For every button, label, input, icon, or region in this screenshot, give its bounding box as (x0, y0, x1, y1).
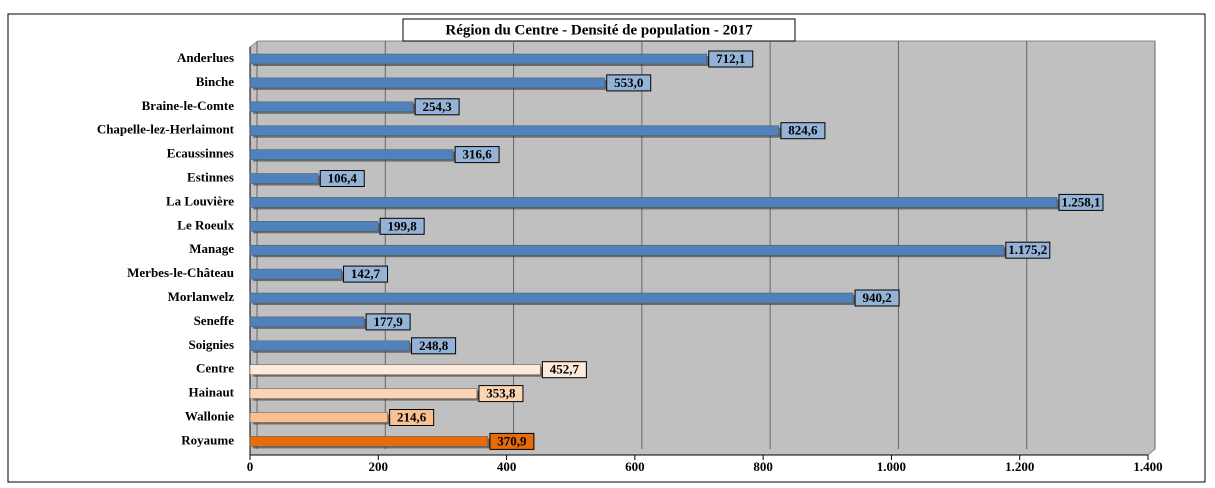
bar (249, 412, 388, 423)
value-label: 142,7 (351, 266, 381, 281)
x-tick-label: 1.200 (1005, 459, 1034, 474)
y-tick-label: Centre (196, 361, 234, 376)
value-label: 254,3 (422, 99, 452, 114)
y-tick-label: Morlanwelz (168, 289, 235, 304)
bar (249, 149, 454, 160)
value-label: 370,9 (497, 433, 527, 448)
value-label: 824,6 (788, 123, 818, 138)
y-tick-label: Chapelle-lez-Herlaimont (97, 122, 235, 137)
value-label: 353,8 (486, 386, 516, 401)
x-tick-label: 800 (753, 459, 773, 474)
bar (249, 292, 854, 304)
bar (249, 388, 478, 399)
value-label-box (478, 385, 524, 403)
value-label: 248,8 (419, 338, 449, 353)
value-label: 452,7 (550, 362, 580, 377)
bar (249, 268, 342, 280)
bar (249, 77, 605, 89)
bar (249, 340, 410, 352)
value-label: 1.175,2 (1008, 242, 1047, 257)
y-tick-label: Wallonie (185, 408, 234, 423)
value-label: 177,9 (373, 314, 403, 329)
x-tick-label: 400 (497, 459, 517, 474)
x-tick-label: 1.400 (1133, 459, 1162, 474)
chart-title: Région du Centre - Densité de population… (445, 22, 753, 38)
y-tick-label: Seneffe (194, 313, 235, 328)
y-tick-label: Ecaussinnes (167, 146, 234, 161)
y-tick-label: Binche (196, 74, 235, 89)
bar (249, 53, 708, 65)
y-tick-label: Soignies (188, 337, 234, 352)
value-label-box (454, 146, 500, 164)
value-label-box (365, 313, 411, 331)
value-label-box (854, 289, 900, 307)
value-label-box (411, 337, 457, 355)
x-tick-label: 0 (247, 459, 254, 474)
value-label-box (780, 122, 826, 140)
y-tick-label: Le Roeulx (177, 217, 234, 232)
value-label: 1.258,1 (1061, 194, 1100, 209)
value-label-box (389, 409, 435, 426)
y-tick-label: Manage (189, 241, 234, 256)
value-label: 214,6 (397, 409, 427, 424)
value-label: 940,2 (862, 290, 891, 305)
value-label: 553,0 (614, 75, 643, 90)
bar (249, 316, 365, 328)
bar (249, 101, 414, 113)
value-label-box (606, 74, 652, 92)
value-label: 712,1 (716, 51, 745, 66)
value-label-box (319, 170, 365, 187)
x-tick-label: 200 (369, 459, 389, 474)
y-tick-label: Braine-le-Comte (142, 98, 235, 113)
bar (249, 364, 541, 375)
value-label-box (708, 50, 754, 68)
title-box (402, 18, 796, 42)
value-label-box (541, 361, 587, 379)
x-tick-label: 600 (625, 459, 645, 474)
value-label: 106,4 (328, 170, 358, 185)
value-label: 316,6 (462, 147, 492, 162)
y-tick-label: Estinnes (187, 169, 234, 184)
value-label-box (414, 98, 460, 116)
bar (249, 436, 489, 447)
y-tick-label: Anderlues (177, 50, 234, 65)
bar (249, 244, 1005, 256)
y-tick-label: La Louvière (166, 193, 234, 208)
y-tick-label: Hainaut (188, 385, 234, 400)
value-label-box (343, 265, 389, 283)
value-label-box (489, 432, 535, 450)
value-label-box (379, 217, 425, 235)
bar (249, 197, 1058, 208)
y-tick-label: Royaume (181, 432, 234, 447)
y-tick-label: Merbes-le-Château (127, 265, 234, 280)
bar (249, 173, 319, 184)
bar (249, 221, 379, 232)
value-label-box (1005, 241, 1051, 259)
value-label-box (1058, 193, 1104, 211)
bar (249, 125, 780, 136)
x-tick-label: 1.000 (877, 459, 906, 474)
value-label: 199,8 (388, 218, 418, 233)
